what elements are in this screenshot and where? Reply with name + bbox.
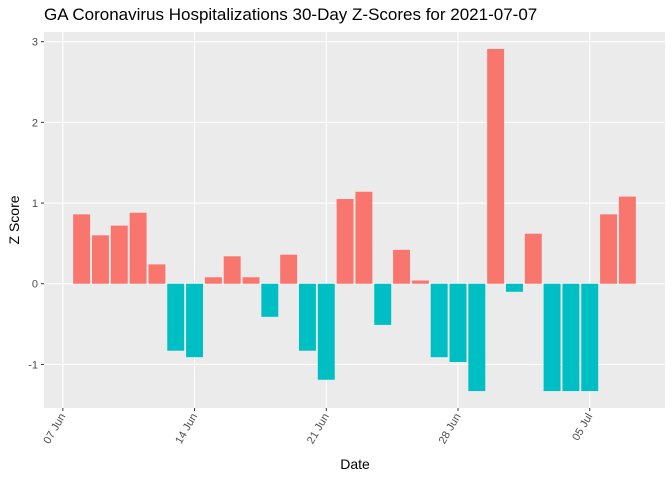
bar: [355, 191, 373, 284]
bar: [449, 283, 467, 363]
chart-title: GA Coronavirus Hospitalizations 30-Day Z…: [44, 5, 537, 24]
y-tick-label: 0: [32, 279, 38, 291]
bar: [411, 280, 429, 284]
bar: [505, 283, 523, 292]
bar: [374, 283, 392, 325]
bar: [148, 264, 166, 284]
bar: [91, 235, 109, 284]
bar: [186, 283, 204, 358]
bar: [110, 225, 128, 284]
y-axis-title: Z Score: [6, 195, 22, 244]
bar: [487, 48, 505, 284]
y-tick-label: -1: [28, 359, 38, 371]
y-tick-label: 1: [32, 198, 38, 210]
bar: [129, 212, 147, 284]
bar: [430, 283, 448, 358]
x-tick-label: 07 Jun: [42, 412, 69, 447]
bar: [393, 249, 411, 284]
bar: [223, 256, 241, 284]
bar: [280, 254, 298, 284]
x-tick-label: 21 Jun: [305, 412, 332, 447]
x-axis-title: Date: [340, 456, 370, 472]
y-tick-label: 2: [32, 117, 38, 129]
y-tick-label: 3: [32, 37, 38, 49]
bar: [562, 283, 580, 392]
bar: [317, 283, 335, 380]
bar: [167, 283, 185, 351]
bar: [543, 283, 561, 392]
bar: [73, 214, 91, 284]
bar: [336, 199, 354, 284]
bar: [618, 196, 636, 284]
bar: [524, 233, 542, 284]
bar: [298, 283, 316, 351]
bar: [600, 214, 618, 284]
x-tick-label: 05 Jul: [570, 412, 595, 443]
panel: [44, 32, 665, 408]
bar: [581, 283, 599, 392]
x-tick-label: 14 Jun: [173, 412, 200, 447]
bar: [468, 283, 486, 392]
x-tick-label: 28 Jun: [437, 412, 464, 447]
bar: [204, 277, 222, 284]
bar: [261, 283, 279, 317]
bar: [242, 277, 260, 284]
